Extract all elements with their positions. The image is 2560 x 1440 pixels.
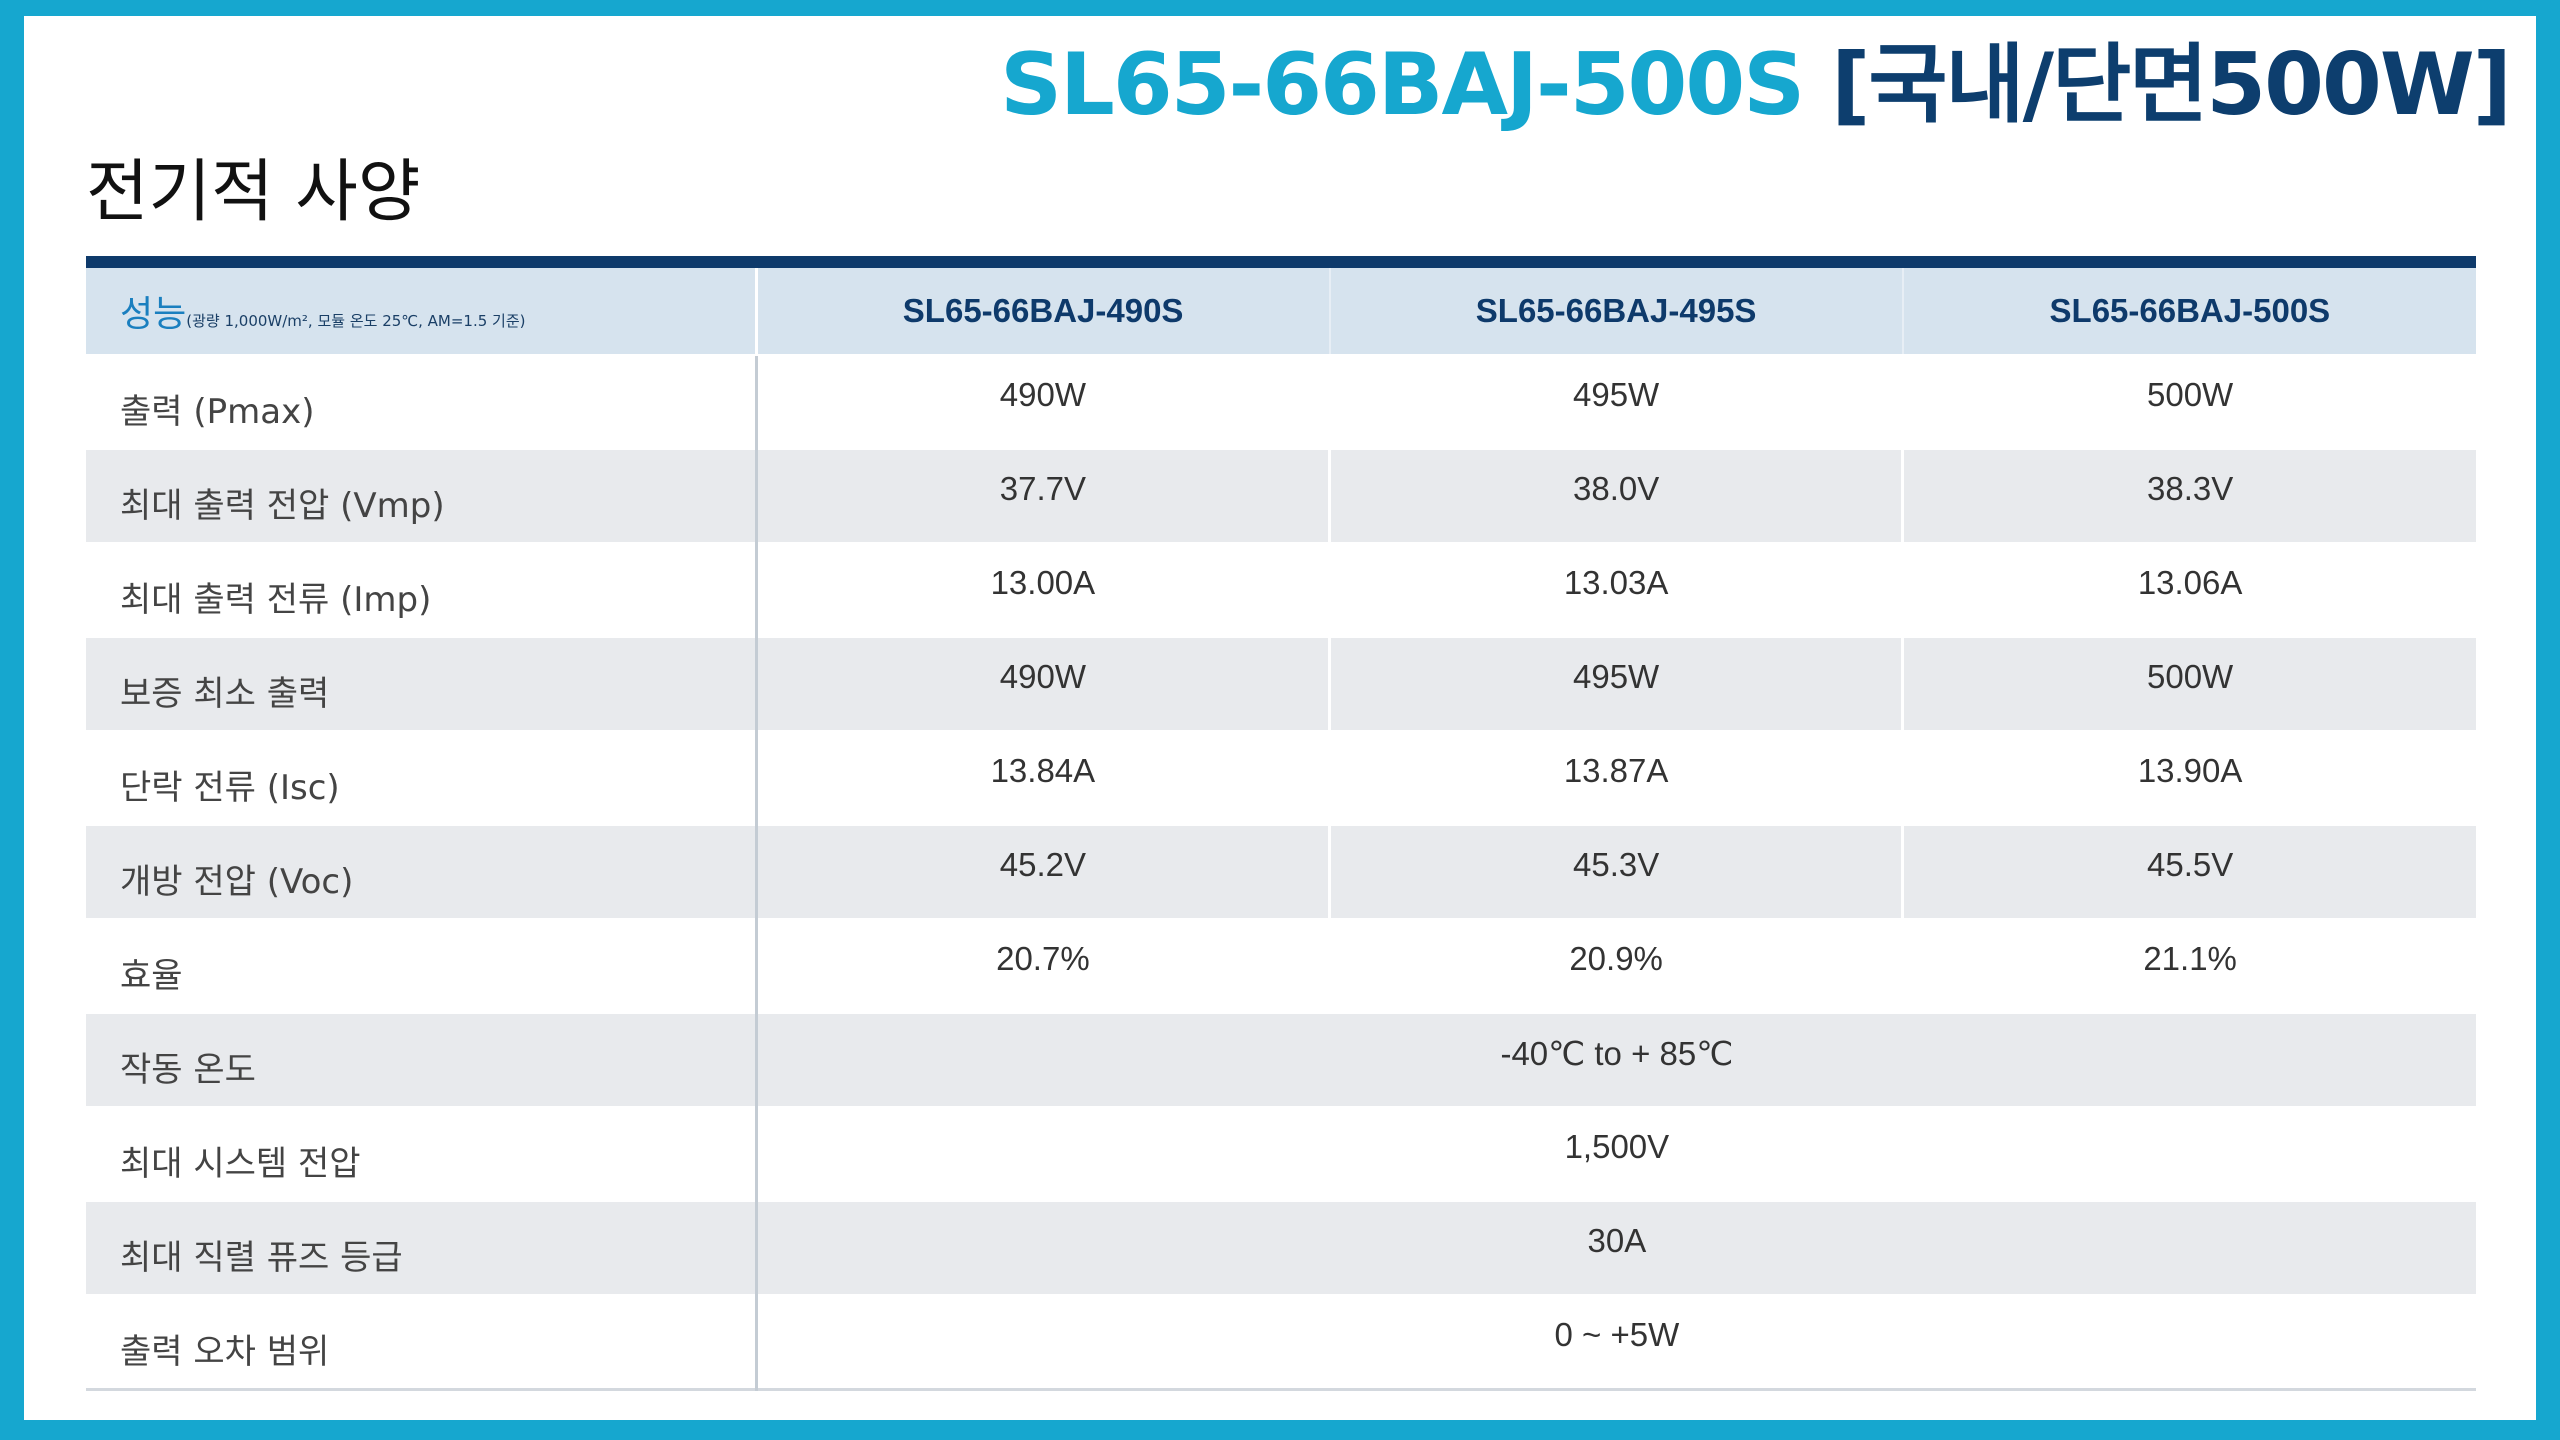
table-cell: 490W	[756, 355, 1330, 449]
row-label: 보증 최소 출력	[86, 637, 758, 731]
table-cell: 45.2V	[756, 825, 1330, 919]
table-cell: 13.87A	[1327, 731, 1903, 825]
table-cell: 13.84A	[756, 731, 1330, 825]
table-header-row: 성능(광량 1,000W/m², 모듈 온도 25℃, AM=1.5 기준) S…	[86, 262, 2476, 355]
performance-header: 성능(광량 1,000W/m², 모듈 온도 25℃, AM=1.5 기준)	[86, 262, 758, 355]
row-label: 개방 전압 (Voc)	[86, 825, 758, 919]
table-cell: 21.1%	[1901, 919, 2476, 1013]
row-label: 출력 (Pmax)	[86, 355, 758, 449]
table-cell: 38.0V	[1327, 449, 1903, 543]
row-label: 최대 출력 전류 (Imp)	[86, 543, 758, 637]
model-column-header: SL65-66BAJ-500S	[1901, 262, 2476, 355]
table-row-isc: 단락 전류 (Isc) 13.84A 13.87A 13.90A	[86, 731, 2476, 825]
model-column-header: SL65-66BAJ-495S	[1328, 262, 1903, 355]
table-cell: 45.5V	[1901, 825, 2476, 919]
model-name: SL65-66BAJ-500S	[1000, 35, 1805, 135]
table-row-max-system-voltage: 최대 시스템 전압 1,500V	[86, 1107, 2476, 1201]
row-label: 최대 출력 전압 (Vmp)	[86, 449, 758, 543]
table-cell: 0 ~ +5W	[756, 1295, 2476, 1389]
table-cell: 495W	[1327, 355, 1903, 449]
table-cell: 500W	[1901, 637, 2476, 731]
table-row-pmax: 출력 (Pmax) 490W 495W 500W	[86, 355, 2476, 449]
table-row-max-series-fuse: 최대 직렬 퓨즈 등급 30A	[86, 1201, 2476, 1295]
row-label: 효율	[86, 919, 758, 1013]
row-label: 출력 오차 범위	[86, 1295, 758, 1389]
table-row-operating-temp: 작동 온도 -40℃ to + 85℃	[86, 1013, 2476, 1107]
table-cell: 1,500V	[756, 1107, 2476, 1201]
row-label: 단락 전류 (Isc)	[86, 731, 758, 825]
performance-label: 성능	[120, 294, 187, 335]
table-cell: 13.90A	[1901, 731, 2476, 825]
row-label: 작동 온도	[86, 1013, 758, 1107]
table-cell: 490W	[756, 637, 1330, 731]
table-cell: 13.03A	[1327, 543, 1903, 637]
table-cell: 20.9%	[1327, 919, 1903, 1013]
section-title: 전기적 사양	[86, 153, 421, 232]
electrical-spec-table: 성능(광량 1,000W/m², 모듈 온도 25℃, AM=1.5 기준) S…	[86, 256, 2476, 1391]
model-variant: [국내/단면500W]	[1831, 35, 2512, 135]
table-cell: -40℃ to + 85℃	[756, 1013, 2476, 1107]
test-conditions-note: (광량 1,000W/m², 모듈 온도 25℃, AM=1.5 기준)	[186, 312, 526, 330]
model-column-header: SL65-66BAJ-490S	[756, 262, 1330, 355]
table-cell: 13.06A	[1901, 543, 2476, 637]
table-cell: 30A	[756, 1201, 2476, 1295]
table-row-imp: 최대 출력 전류 (Imp) 13.00A 13.03A 13.06A	[86, 543, 2476, 637]
row-label: 최대 직렬 퓨즈 등급	[86, 1201, 758, 1295]
table-cell: 37.7V	[756, 449, 1330, 543]
table-cell: 20.7%	[756, 919, 1330, 1013]
table-cell: 500W	[1901, 355, 2476, 449]
table-row-efficiency: 효율 20.7% 20.9% 21.1%	[86, 919, 2476, 1013]
table-row-min-power: 보증 최소 출력 490W 495W 500W	[86, 637, 2476, 731]
model-title: SL65-66BAJ-500S [국내/단면500W]	[1000, 30, 2512, 140]
table-cell: 38.3V	[1901, 449, 2476, 543]
table-row-power-tolerance: 출력 오차 범위 0 ~ +5W	[86, 1295, 2476, 1389]
table-cell: 45.3V	[1327, 825, 1903, 919]
row-label: 최대 시스템 전압	[86, 1107, 758, 1201]
table-row-voc: 개방 전압 (Voc) 45.2V 45.3V 45.5V	[86, 825, 2476, 919]
table-cell: 495W	[1327, 637, 1903, 731]
table-row-vmp: 최대 출력 전압 (Vmp) 37.7V 38.0V 38.3V	[86, 449, 2476, 543]
table-cell: 13.00A	[756, 543, 1330, 637]
